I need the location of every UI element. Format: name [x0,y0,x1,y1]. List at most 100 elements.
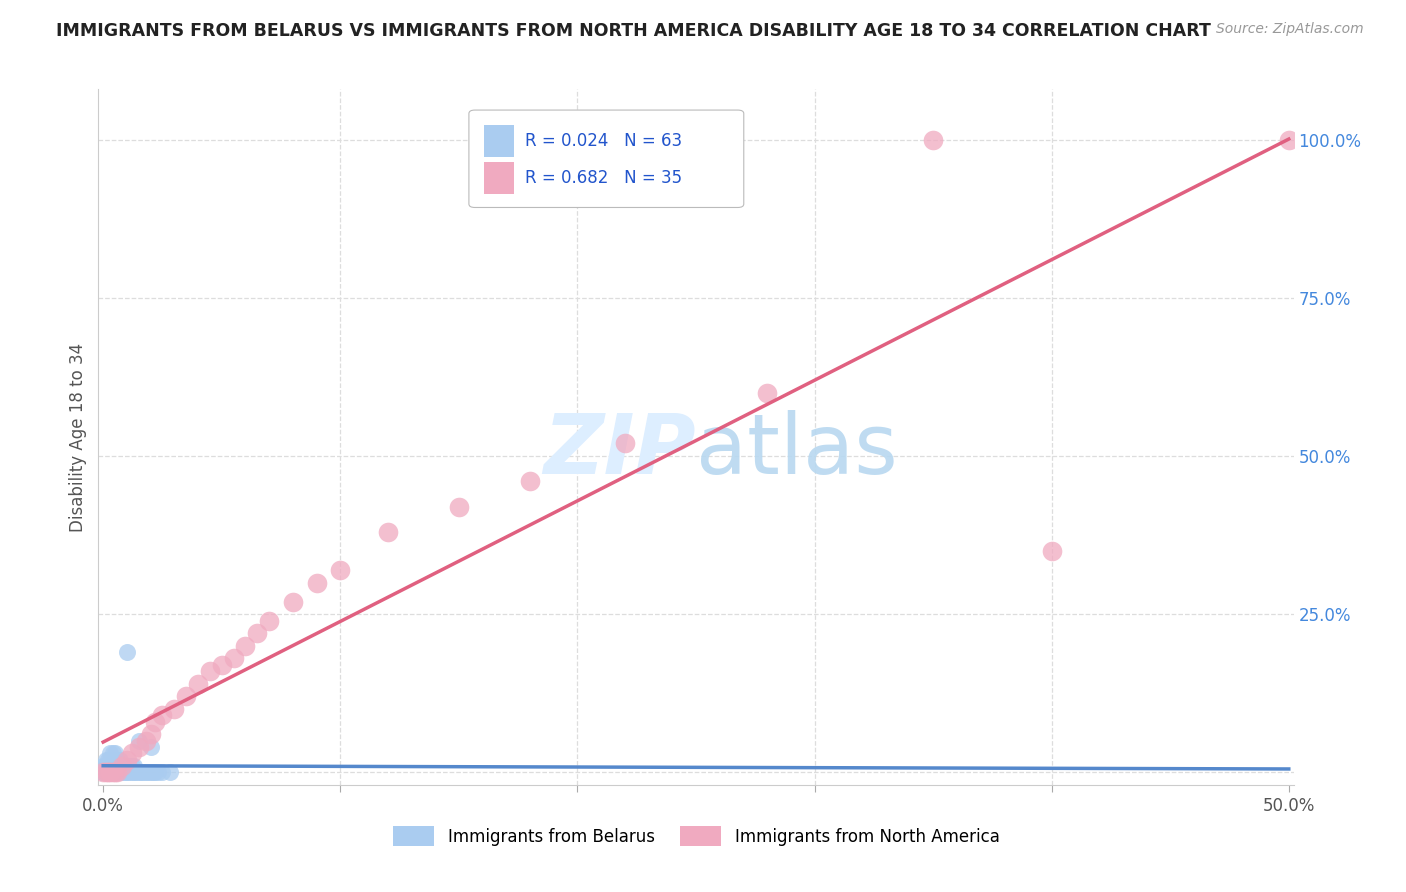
Point [105,765,128,780]
Point [129,765,152,780]
Point [91,765,114,780]
Point [125,765,148,780]
Point [94,765,117,780]
Point [447,500,470,514]
Point [97,753,120,767]
Point [613,436,636,450]
Point [98,765,121,780]
Text: R = 0.682   N = 35: R = 0.682 N = 35 [524,169,682,186]
Point [111,765,134,780]
Point [1278,133,1301,147]
Point [94,765,117,780]
Point [91,759,114,773]
Point [128,733,150,747]
Point [142,765,165,780]
Point [105,765,128,780]
Point [121,759,143,773]
Point [174,690,197,704]
Point [94,753,117,767]
Point [235,639,257,653]
Point [118,759,141,773]
Point [139,739,162,754]
Point [143,714,166,729]
Point [211,657,233,672]
Point [101,747,124,761]
Point [281,594,304,608]
Point [132,765,155,780]
Point [187,677,209,691]
Point [104,765,127,780]
Point [121,765,143,780]
Point [114,765,136,780]
Point [108,753,131,767]
Point [246,626,269,640]
Point [94,765,117,780]
Point [121,747,143,761]
Point [108,765,131,780]
Point [305,575,328,590]
Point [135,765,157,780]
Point [97,765,120,780]
Point [143,765,166,780]
Point [115,765,138,780]
Point [115,645,138,659]
Point [105,759,128,773]
Point [519,475,541,489]
Point [97,759,120,773]
Point [108,759,131,773]
Point [91,765,114,780]
Point [101,765,124,780]
Point [101,765,124,780]
Point [111,759,134,773]
Point [104,765,127,780]
Legend: Immigrants from Belarus, Immigrants from North America: Immigrants from Belarus, Immigrants from… [392,826,1000,847]
Point [98,765,121,780]
Point [104,759,127,773]
Point [97,765,120,780]
Point [139,765,162,780]
Point [922,133,945,147]
FancyBboxPatch shape [485,162,515,194]
Point [163,702,186,716]
Point [222,651,245,665]
Point [104,753,127,767]
Point [91,765,114,780]
Point [115,759,138,773]
Point [94,759,117,773]
Y-axis label: Disability Age 18 to 34: Disability Age 18 to 34 [69,343,87,532]
Point [329,563,352,577]
Point [101,759,124,773]
Text: ZIP: ZIP [543,410,696,491]
Point [756,385,779,400]
Point [128,765,150,780]
FancyBboxPatch shape [485,126,515,157]
Point [118,765,141,780]
Point [136,765,159,780]
Text: Source: ZipAtlas.com: Source: ZipAtlas.com [1216,22,1364,37]
Point [98,765,121,780]
Point [377,524,399,539]
Point [152,765,174,780]
Point [159,765,181,780]
Point [91,765,114,780]
FancyBboxPatch shape [470,110,744,208]
Point [122,759,145,773]
Point [97,765,120,780]
Point [91,765,114,780]
Point [128,739,150,754]
Point [152,708,174,723]
Point [98,753,121,767]
Point [135,733,157,747]
Point [111,759,134,773]
Point [115,753,138,767]
Point [139,727,162,741]
Point [97,765,120,780]
Point [198,664,221,678]
Point [91,765,114,780]
Point [98,747,121,761]
Point [94,765,117,780]
Point [257,614,280,628]
Point [146,765,169,780]
Point [94,765,117,780]
Point [101,753,124,767]
